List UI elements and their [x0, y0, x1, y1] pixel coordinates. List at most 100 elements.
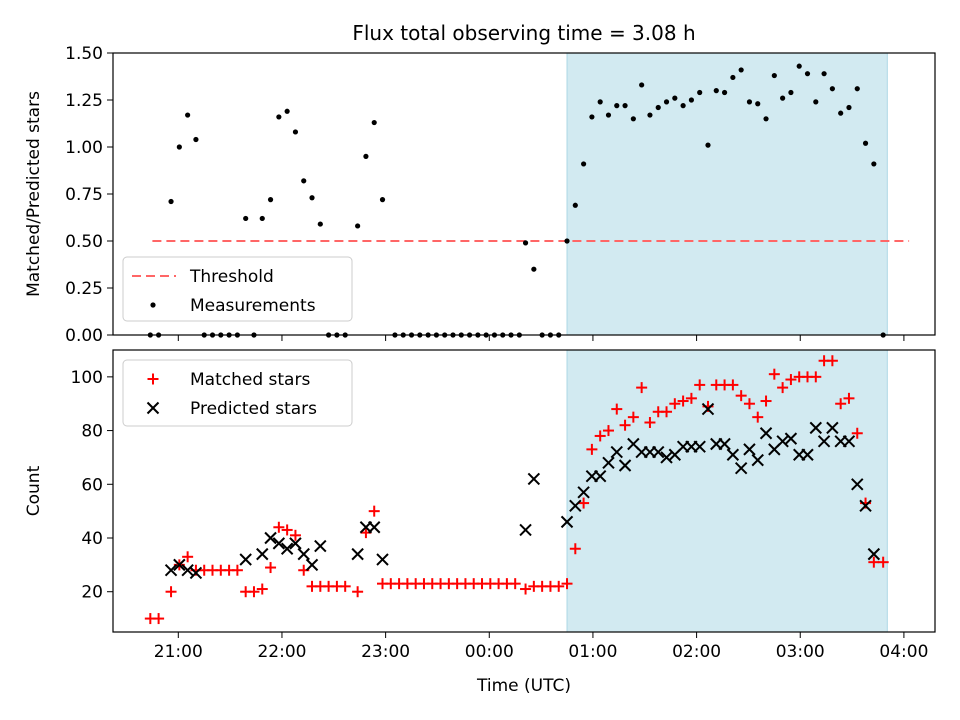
measurement-point: [531, 266, 537, 272]
measurement-point: [379, 197, 386, 203]
measurement-point: [243, 215, 249, 222]
legend-box: [122, 256, 353, 322]
measurement-point: [854, 86, 860, 92]
measurement-point: [292, 129, 299, 135]
matched-point: [661, 406, 673, 418]
x-axis-label: Time (UTC): [476, 676, 571, 696]
matched-point: [289, 529, 301, 541]
predicted-point: [577, 486, 590, 499]
measurement-point: [804, 71, 811, 77]
measurement-point: [267, 197, 274, 203]
measurement-point: [788, 89, 794, 96]
measurement-point: [846, 104, 852, 111]
predicted-point: [593, 470, 607, 483]
predicted-point: [817, 435, 831, 448]
measurement-point: [614, 103, 620, 109]
matched-point: [868, 556, 880, 568]
x-tick-label: 01:00: [568, 642, 617, 662]
measurement-point: [838, 110, 844, 116]
matched-point: [752, 411, 764, 423]
predicted-point: [297, 547, 310, 561]
matched-point: [619, 419, 631, 431]
measurement-point: [862, 140, 869, 146]
measurement-point: [622, 103, 628, 109]
matched-point: [586, 443, 598, 455]
predicted-point: [264, 531, 277, 545]
measurement-point: [755, 101, 761, 107]
matched-point: [368, 505, 380, 517]
shaded-interval: [566, 349, 888, 633]
x-tick-label: 00:00: [465, 642, 514, 662]
predicted-point: [693, 440, 706, 453]
matched-point: [281, 524, 293, 536]
predicted-point: [189, 566, 203, 580]
legend-matched-swatch: [147, 373, 159, 385]
plot-frame: [112, 349, 936, 633]
y-axis-label: Matched/Predicted stars: [24, 91, 44, 297]
matched-point: [877, 556, 889, 568]
matched-point: [602, 425, 614, 437]
matched-point: [611, 403, 623, 415]
matched-point: [851, 427, 863, 439]
measurement-point: [564, 238, 570, 244]
measurement-point: [821, 71, 827, 77]
predicted-point: [239, 553, 252, 566]
measurement-point: [763, 116, 769, 122]
predicted-point: [173, 558, 186, 572]
matched-point: [777, 382, 789, 394]
predicted-point: [851, 478, 864, 491]
measurement-point: [193, 136, 199, 143]
predicted-point: [289, 537, 302, 550]
matched-point: [231, 564, 243, 576]
predicted-point: [272, 537, 286, 550]
matched-point: [694, 379, 706, 391]
matched-point: [594, 430, 606, 442]
predicted-point: [351, 547, 364, 561]
measurement-point: [371, 119, 377, 126]
matched-point: [256, 583, 268, 595]
measurement-point: [630, 116, 636, 122]
measurement-point: [697, 89, 703, 96]
measurement-point: [647, 112, 653, 118]
legend-matched-label: Matched stars: [190, 370, 310, 390]
y-tick-label: 60: [81, 475, 103, 495]
matched-point: [553, 580, 565, 592]
predicted-point: [652, 445, 665, 459]
measurement-point: [363, 153, 369, 159]
measurement-point: [871, 161, 877, 167]
y-tick-label: 1.50: [65, 44, 103, 64]
y-tick-label: 100: [71, 368, 103, 388]
y-tick-label: 80: [81, 422, 103, 442]
matched-point: [273, 521, 285, 533]
predicted-point: [859, 499, 872, 512]
predicted-point: [569, 499, 582, 512]
matched-point: [248, 586, 260, 598]
matched-point: [735, 390, 747, 402]
legend-predicted-label: Predicted stars: [190, 399, 317, 419]
matched-point: [578, 497, 590, 509]
legend-measurements-swatch: [150, 302, 156, 308]
chart-title: Flux total observing time = 3.08 h: [352, 21, 695, 45]
measurement-point: [276, 114, 282, 120]
predicted-point: [376, 553, 389, 566]
matched-point: [569, 543, 581, 555]
matched-point: [339, 580, 351, 592]
matched-point: [677, 395, 689, 407]
matched-point: [843, 392, 855, 404]
predicted-point: [602, 456, 615, 470]
matched-point: [636, 382, 648, 394]
plot-frame: [112, 52, 936, 336]
matched-point: [153, 613, 165, 625]
predicted-point: [164, 564, 178, 577]
measurement-point: [738, 67, 744, 73]
matched-point: [644, 417, 656, 429]
matched-point: [265, 562, 277, 574]
y-tick-label: 0.50: [65, 232, 103, 252]
y-tick-label: 1.00: [65, 138, 103, 158]
predicted-point: [759, 427, 773, 440]
measurement-point: [813, 99, 819, 105]
y-tick-label: 0.00: [65, 326, 103, 346]
matched-point: [627, 411, 639, 423]
y-tick-label: 0.25: [65, 279, 103, 299]
